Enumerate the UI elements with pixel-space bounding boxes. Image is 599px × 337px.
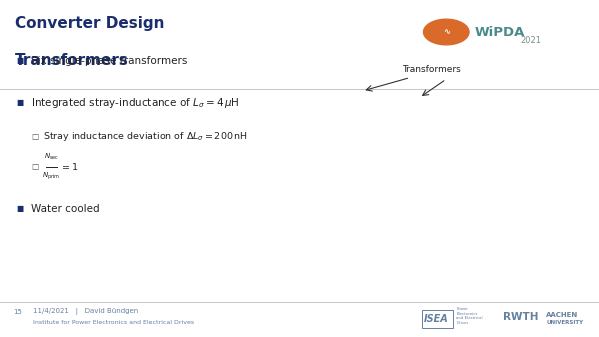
Text: ■: ■	[17, 56, 24, 65]
Text: Six single-phase transformers: Six single-phase transformers	[31, 56, 187, 66]
Text: □: □	[31, 162, 38, 171]
Text: 15: 15	[13, 309, 22, 315]
Text: AACHEN: AACHEN	[546, 312, 579, 318]
Circle shape	[423, 19, 469, 45]
Text: RWTH: RWTH	[503, 312, 539, 321]
Text: $N_{\mathrm{sec}}$: $N_{\mathrm{sec}}$	[44, 152, 59, 162]
Text: ■: ■	[17, 98, 24, 107]
Text: UNIVERSITY: UNIVERSITY	[546, 320, 583, 325]
Text: Water cooled: Water cooled	[31, 204, 100, 214]
Text: ∿: ∿	[443, 28, 450, 36]
Text: 2021: 2021	[520, 36, 541, 45]
Text: $N_{\mathrm{prim}}$: $N_{\mathrm{prim}}$	[43, 171, 60, 182]
Text: Integrated stray-inductance of $L_{\sigma} = 4\,\mu$H: Integrated stray-inductance of $L_{\sigm…	[31, 96, 240, 110]
Text: Power
Electronics
and Electrical
Drives: Power Electronics and Electrical Drives	[456, 307, 483, 325]
Text: Converter Design: Converter Design	[15, 16, 165, 31]
Text: ■: ■	[17, 205, 24, 213]
Bar	[422, 310, 453, 328]
Text: Transformers: Transformers	[15, 53, 129, 68]
Text: Transformers: Transformers	[402, 65, 461, 73]
Text: ISEA: ISEA	[423, 314, 449, 324]
Text: $= 1$: $= 1$	[60, 161, 79, 172]
Text: WiPDA: WiPDA	[475, 26, 525, 38]
Text: Stray inductance deviation of $\Delta L_{\sigma} = 200\,$nH: Stray inductance deviation of $\Delta L_…	[43, 130, 248, 143]
Text: 11/4/2021   |   David Bündgen: 11/4/2021 | David Bündgen	[33, 308, 138, 315]
Text: Institute for Power Electronics and Electrical Drives: Institute for Power Electronics and Elec…	[33, 320, 194, 325]
Text: □: □	[31, 132, 38, 141]
